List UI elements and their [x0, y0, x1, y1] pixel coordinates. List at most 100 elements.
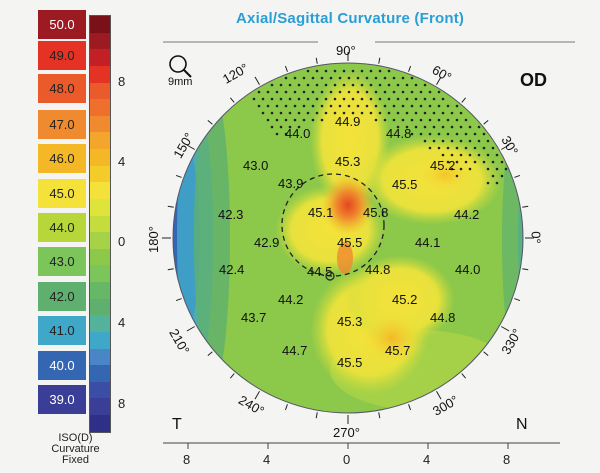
dot [468, 125, 472, 129]
dot [315, 111, 319, 115]
scale-step: 45.0 [38, 179, 86, 208]
dot [446, 146, 450, 150]
dot [423, 139, 427, 143]
dot [279, 125, 283, 129]
dot [311, 90, 315, 94]
dot [392, 90, 396, 94]
dot [311, 104, 315, 108]
strip-band [90, 331, 110, 349]
scale-step: 49.0 [38, 41, 86, 70]
strip-band [90, 165, 110, 183]
dot [428, 132, 432, 136]
dot [464, 132, 468, 136]
dot [387, 69, 391, 73]
dot [392, 76, 396, 80]
dot [261, 111, 265, 115]
horizontal-tick: 4 [263, 452, 271, 467]
scale-step: 48.0 [38, 74, 86, 103]
angle-tick [501, 326, 510, 332]
dot [270, 97, 274, 101]
dot [477, 153, 481, 157]
dot [320, 118, 324, 122]
dot [450, 139, 454, 143]
step-label: ISO(D) [58, 432, 93, 444]
dot [468, 139, 472, 143]
dot [315, 97, 319, 101]
dot [288, 97, 292, 101]
dot [374, 104, 378, 108]
dot [437, 132, 441, 136]
dot [356, 90, 360, 94]
dot [351, 83, 355, 87]
dot [270, 83, 274, 87]
dot [482, 160, 486, 164]
dot [500, 174, 504, 178]
scale-step: 39.0 [38, 385, 86, 414]
dot [351, 111, 355, 115]
temporal-label: T [172, 416, 182, 433]
mode-label-1: Curvature [51, 443, 100, 455]
dot [414, 125, 418, 129]
strip-band [90, 182, 110, 199]
dot [266, 90, 270, 94]
scale-mode-label: ISO(D) Curvature Fixed [38, 433, 113, 466]
angle-label: 0° [528, 231, 544, 244]
dot [500, 160, 504, 164]
dot [473, 146, 477, 150]
dot [338, 76, 342, 80]
dot [396, 111, 400, 115]
strip-band [90, 49, 110, 66]
angle-tick [284, 404, 288, 411]
dot [356, 104, 360, 108]
dot [486, 139, 490, 143]
dot [338, 104, 342, 108]
dot [284, 104, 288, 108]
dot [423, 125, 427, 129]
dot [360, 111, 364, 115]
angle-tick [483, 351, 489, 357]
dot [302, 118, 306, 122]
dot [365, 76, 369, 80]
dot [324, 97, 328, 101]
strip-band [90, 298, 110, 316]
magnifier-icon[interactable] [169, 55, 192, 78]
dot [432, 97, 436, 101]
dot [486, 153, 490, 157]
angle-tick [436, 76, 442, 85]
angle-tick [483, 119, 489, 125]
dot [333, 111, 337, 115]
dot [441, 97, 445, 101]
dot [383, 118, 387, 122]
dot [396, 83, 400, 87]
dot [441, 153, 445, 157]
map-value: 43.7 [241, 310, 267, 325]
strip-band [90, 398, 110, 415]
dot [432, 139, 436, 143]
scale-step: 40.0 [38, 351, 86, 380]
scale-step: 41.0 [38, 316, 86, 345]
dot [459, 125, 463, 129]
map-value: 45.5 [337, 355, 363, 370]
vertical-tick: 4 [118, 154, 126, 169]
dot [302, 104, 306, 108]
dot [288, 125, 292, 129]
dot [392, 104, 396, 108]
dot [293, 104, 297, 108]
map-value: 44.0 [455, 262, 481, 277]
dot [342, 97, 346, 101]
dot [405, 97, 409, 101]
strip-band [90, 99, 110, 116]
dot [383, 104, 387, 108]
dot [401, 76, 405, 80]
dot [482, 132, 486, 136]
map-value: 45.2 [430, 158, 456, 173]
dot [459, 167, 463, 171]
dot [423, 111, 427, 115]
dot [284, 76, 288, 80]
dot [342, 83, 346, 87]
angle-ticks [162, 52, 534, 424]
horizontal-tick: 4 [423, 452, 431, 467]
dot [491, 160, 495, 164]
map-value: 44.8 [430, 310, 456, 325]
